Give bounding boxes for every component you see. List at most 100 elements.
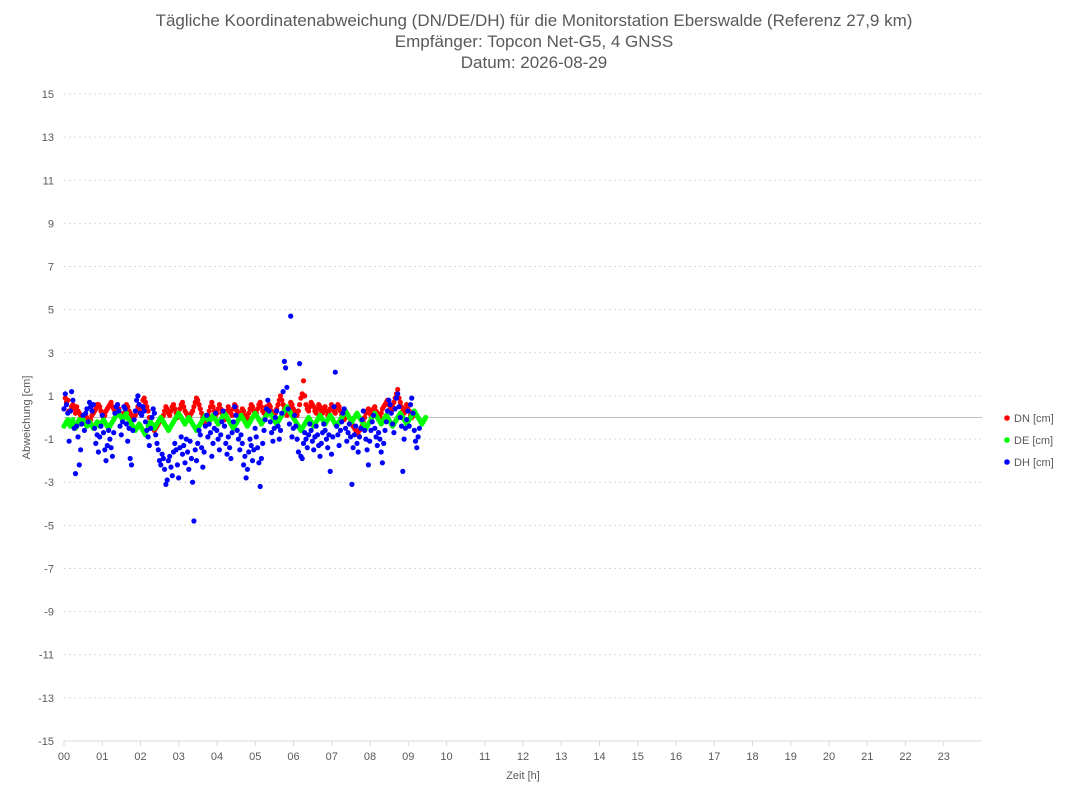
data-point — [238, 432, 244, 438]
data-point — [209, 453, 215, 459]
data-point — [257, 399, 263, 405]
data-point — [106, 427, 112, 433]
data-point — [229, 430, 235, 436]
data-point — [392, 406, 398, 412]
legend-label: DE [cm] — [1014, 435, 1053, 447]
data-point — [395, 391, 401, 397]
x-tick-label: 22 — [899, 751, 911, 763]
data-point — [246, 449, 252, 455]
data-point — [207, 430, 214, 436]
data-point — [75, 434, 81, 440]
data-point — [193, 458, 200, 464]
data-point — [275, 402, 281, 408]
x-tick-label: 09 — [402, 751, 414, 763]
data-point — [328, 451, 335, 457]
data-point — [131, 417, 137, 423]
data-point — [83, 410, 89, 416]
chart-subtitle-receiver: Empfänger: Topcon Net-G5, 4 GNSS — [394, 32, 674, 51]
data-point — [102, 447, 108, 453]
data-point — [163, 481, 169, 487]
data-point — [72, 471, 79, 477]
data-point — [249, 458, 256, 464]
data-point — [267, 419, 273, 425]
data-point — [314, 432, 321, 438]
data-point — [269, 430, 275, 436]
data-point — [213, 410, 219, 416]
data-point — [307, 421, 313, 427]
data-point — [145, 434, 151, 440]
chart-title-block: Tägliche Koordinatenabweichung (DN/DE/DH… — [0, 10, 1068, 73]
data-point — [283, 365, 289, 371]
data-point — [65, 397, 71, 403]
data-point — [215, 436, 221, 442]
data-point — [414, 445, 420, 451]
data-point — [362, 427, 368, 433]
data-point — [210, 440, 216, 446]
data-point — [415, 434, 421, 440]
data-point — [365, 406, 371, 412]
data-point — [400, 468, 406, 474]
data-point — [255, 445, 261, 451]
data-point — [247, 436, 253, 442]
data-point — [348, 434, 354, 440]
x-tick-label: 19 — [785, 751, 797, 763]
data-point — [154, 440, 160, 446]
data-point — [206, 421, 212, 427]
data-point — [365, 462, 371, 468]
data-point — [321, 421, 327, 427]
data-point — [132, 408, 138, 414]
data-point — [66, 438, 72, 444]
y-tick-label: -13 — [38, 693, 54, 705]
data-point — [388, 410, 394, 416]
data-point — [313, 410, 319, 416]
x-tick-label: 15 — [632, 751, 644, 763]
y-tick-label: -15 — [38, 736, 54, 748]
data-point — [322, 404, 328, 410]
data-point — [401, 436, 407, 442]
data-point — [98, 423, 104, 429]
data-point — [190, 479, 196, 485]
data-point — [275, 423, 281, 429]
data-point — [228, 455, 234, 462]
data-point — [246, 410, 252, 416]
y-tick-label: 11 — [43, 175, 54, 187]
data-point — [330, 434, 336, 440]
data-point — [237, 447, 243, 453]
data-point — [358, 425, 364, 431]
data-point — [356, 434, 363, 440]
x-tick-label: 02 — [134, 751, 146, 763]
data-point — [256, 460, 262, 466]
data-point — [108, 445, 114, 451]
data-point — [181, 442, 187, 449]
data-point — [95, 449, 101, 455]
data-point — [354, 440, 360, 446]
data-point — [197, 432, 203, 438]
data-point — [270, 438, 276, 444]
data-point — [279, 410, 285, 416]
data-point — [304, 445, 310, 451]
x-tick-label: 10 — [440, 751, 452, 763]
data-point — [272, 414, 278, 421]
data-point — [190, 408, 196, 414]
data-point — [335, 432, 341, 438]
y-axis-title: Abweichung [cm] — [21, 376, 33, 460]
data-point — [386, 397, 392, 403]
data-point — [260, 440, 266, 446]
data-point — [277, 427, 284, 433]
legend-marker — [1004, 415, 1010, 421]
data-point — [162, 466, 168, 472]
data-point — [404, 417, 410, 423]
data-point — [323, 436, 329, 442]
data-point — [141, 408, 147, 414]
data-point — [104, 442, 110, 449]
x-tick-label: 07 — [326, 751, 338, 763]
data-point — [153, 432, 159, 438]
chart-title: Tägliche Koordinatenabweichung (DN/DE/DH… — [155, 11, 913, 30]
data-point — [81, 427, 87, 433]
x-tick-label: 12 — [517, 751, 529, 763]
data-point — [402, 425, 408, 431]
data-point — [360, 408, 366, 414]
data-point — [355, 449, 361, 455]
legend-label: DN [cm] — [1014, 413, 1054, 425]
data-point — [117, 423, 123, 429]
